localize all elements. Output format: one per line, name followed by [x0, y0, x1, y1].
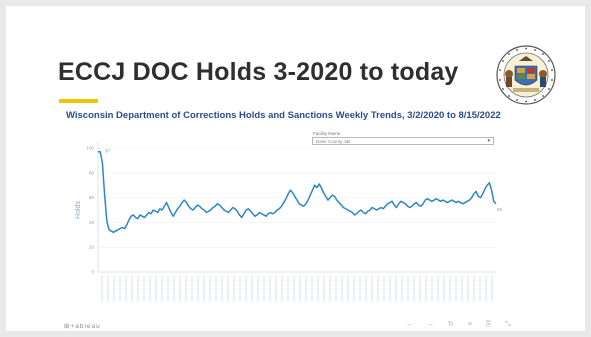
- facility-filter-label: Facility Name: [313, 131, 341, 136]
- title-accent-bar: [59, 99, 98, 103]
- tableau-toolbar[interactable]: ← → ↻ ≡ ⎘ ⤡: [406, 321, 517, 328]
- state-seal-icon: [496, 45, 556, 105]
- facility-filter-value: Dane County Jail: [316, 138, 351, 144]
- chevron-down-icon[interactable]: ▾: [487, 138, 490, 144]
- y-tick-label: 0: [91, 270, 94, 275]
- chart-labels: Holds 97 55: [75, 149, 503, 219]
- y-tick-label: 80: [89, 170, 95, 175]
- slide-title: ECCJ DOC Holds 3-2020 to today: [58, 58, 459, 86]
- y-tick-label: 20: [89, 245, 95, 250]
- chart-axes: [97, 142, 496, 273]
- line-chart: 0 20 40 60 80 100 Holds 97 55: [75, 142, 503, 302]
- y-tick-label: 100: [86, 146, 94, 151]
- y-axis-label: Holds: [75, 201, 82, 219]
- holds-series-line: [98, 150, 497, 234]
- facility-filter-dropdown[interactable]: Dane County Jail ▾: [312, 137, 494, 145]
- y-tick-label: 60: [89, 195, 95, 200]
- tableau-logo: ⊞+ableau: [64, 323, 101, 330]
- slide: ECCJ DOC Holds 3-2020 to today Wisconsin…: [6, 6, 585, 331]
- chart-y-ticks: 0 20 40 60 80 100: [86, 146, 94, 275]
- y-tick-label: 40: [89, 220, 95, 225]
- chart-title: Wisconsin Department of Corrections Hold…: [66, 110, 501, 121]
- chart-series-layer: [98, 150, 497, 234]
- chart-gridlines: [98, 147, 496, 273]
- chart-x-ticks: [101, 276, 493, 302]
- end-value-label: 55: [497, 207, 503, 212]
- start-value-label: 97: [105, 149, 111, 154]
